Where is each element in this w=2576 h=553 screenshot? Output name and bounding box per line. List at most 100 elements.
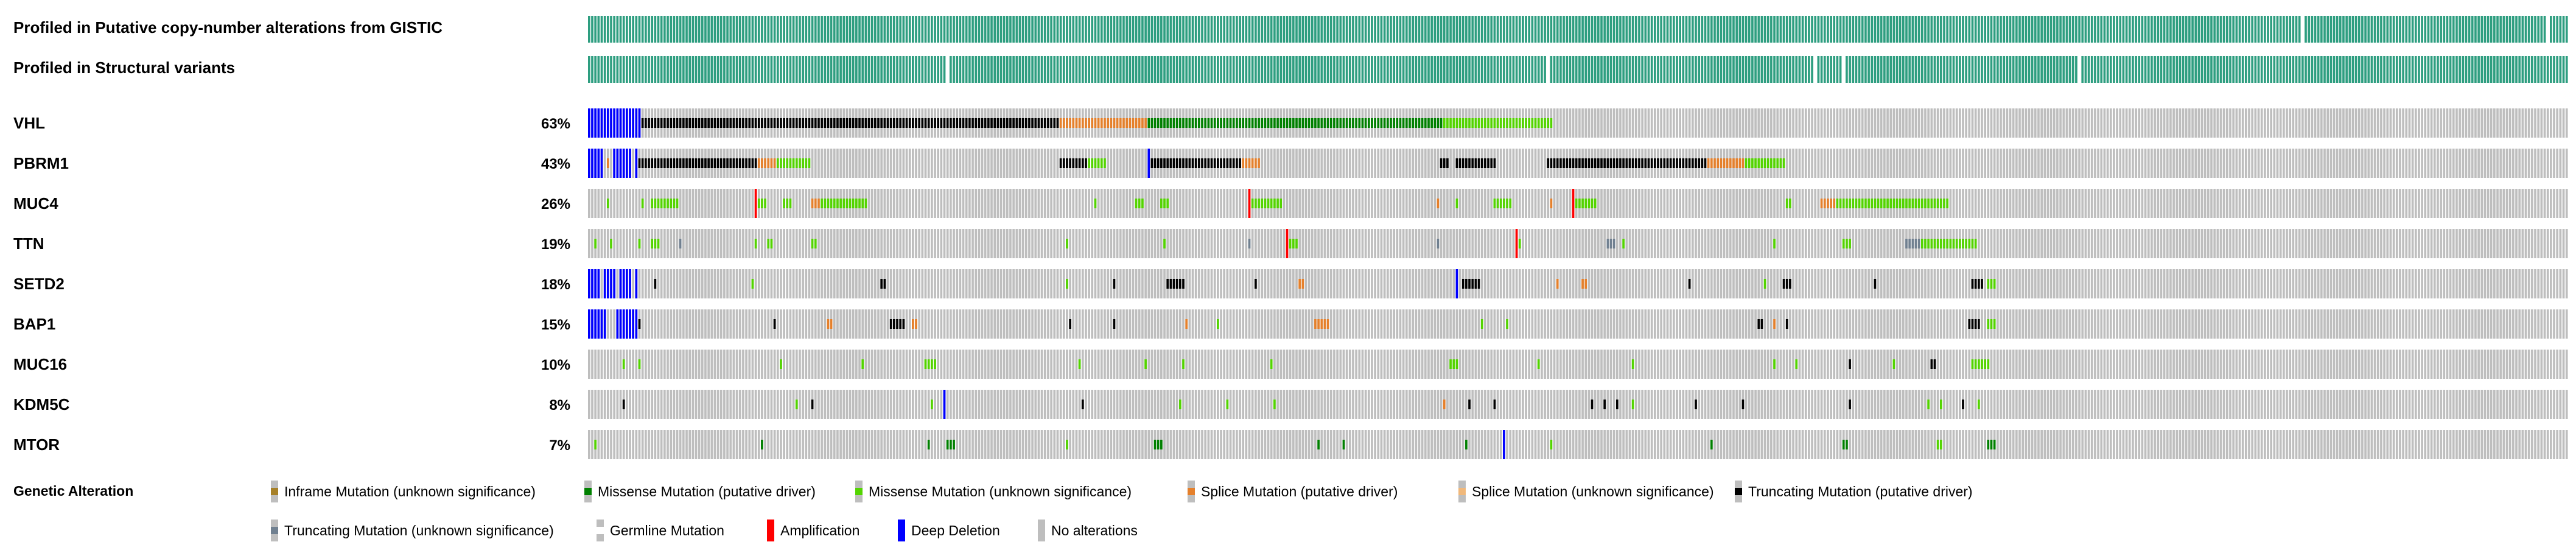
cell-background	[1927, 149, 1930, 178]
alteration-splice_driver	[1833, 199, 1836, 208]
profiled-cell	[1119, 56, 1122, 83]
alteration-trunc_driver	[1188, 158, 1191, 168]
oncoprint-chart: Profiled in Putative copy-number alterat…	[13, 16, 2568, 459]
cell-background	[2222, 149, 2225, 178]
cell-background	[745, 229, 747, 258]
cell-background	[839, 269, 842, 298]
profiled-cell	[1726, 16, 1729, 43]
cell-background	[710, 229, 713, 258]
cell-background	[1902, 269, 1905, 298]
profiled-cell	[1258, 16, 1260, 43]
cell-background	[1314, 229, 1317, 258]
profiled-cell	[908, 16, 911, 43]
alteration-splice_driver	[1062, 118, 1065, 128]
cell-background	[1009, 149, 1012, 178]
cell-background	[2314, 149, 2317, 178]
profiled-cell	[1317, 16, 1320, 43]
profiled-cell	[1622, 16, 1625, 43]
cell-background	[1795, 149, 1798, 178]
cell-background	[1236, 189, 1238, 218]
cell-background	[1125, 149, 1128, 178]
profiled-cell	[2512, 56, 2515, 83]
cell-background	[2524, 189, 2527, 218]
profiled-cell	[1641, 56, 1644, 83]
profiled-cell	[1757, 56, 1760, 83]
profiled-cell	[619, 16, 622, 43]
alteration-deep_deletion	[597, 149, 600, 178]
profiled-cell	[2446, 16, 2449, 43]
alteration-splice_driver	[1735, 158, 1738, 168]
cell-background	[1522, 269, 1524, 298]
cell-background	[867, 189, 870, 218]
profiled-cell	[663, 16, 666, 43]
cell-background	[999, 149, 1003, 178]
profiled-cell	[1245, 56, 1248, 83]
alteration-missense_driver	[1421, 118, 1424, 128]
cell-background	[1329, 149, 1332, 178]
cell-background	[2015, 149, 2018, 178]
cell-background	[1367, 269, 1370, 298]
cell-background	[1955, 108, 1958, 138]
profiled-cell	[2128, 16, 2131, 43]
cell-background	[1119, 269, 1122, 298]
cell-background	[1795, 189, 1798, 218]
profiled-cell	[1100, 56, 1103, 83]
cell-background	[971, 189, 974, 218]
profiled-cell	[654, 16, 657, 43]
cell-background	[1201, 229, 1203, 258]
profiled-cell	[2122, 56, 2125, 83]
alteration-trunc_driver	[1584, 158, 1587, 168]
profiled-cell	[1914, 56, 1917, 83]
profiled-cell	[1770, 16, 1773, 43]
cell-background	[2389, 108, 2392, 138]
cell-background	[2433, 108, 2436, 138]
alteration-missense_unknown	[1518, 239, 1521, 248]
alteration-missense_unknown	[767, 239, 770, 248]
cell-background	[1808, 189, 1810, 218]
profiled-cell	[1078, 16, 1081, 43]
cell-background	[1047, 229, 1049, 258]
cell-background	[1301, 229, 1304, 258]
profiled-cell	[2157, 56, 2160, 83]
alteration-trunc_driver	[971, 118, 974, 128]
profiled-cell	[2235, 16, 2238, 43]
profiled-cell	[2311, 56, 2314, 83]
profiled-cell	[1936, 56, 1939, 83]
profiled-cell	[780, 16, 782, 43]
cell-background	[2499, 149, 2502, 178]
profiled-cell	[2172, 56, 2175, 83]
alteration-trunc_driver	[710, 118, 713, 128]
profiled-cell	[1295, 16, 1298, 43]
alteration-missense_unknown	[1839, 199, 1842, 208]
cell-background	[2411, 229, 2414, 258]
cell-background	[1371, 189, 1373, 218]
cell-background	[1899, 108, 1902, 138]
profiled-cell	[927, 16, 930, 43]
profiled-cell	[742, 16, 744, 43]
profiled-cell	[956, 16, 959, 43]
profiled-cell	[1968, 56, 1971, 83]
cell-background	[1650, 108, 1653, 138]
cell-background	[1390, 269, 1392, 298]
cell-background	[1188, 189, 1191, 218]
cell-background	[1175, 229, 1178, 258]
alteration-missense_driver	[1433, 118, 1437, 128]
alteration-splice_driver	[1298, 279, 1301, 289]
cell-background	[899, 269, 902, 298]
profiled-cell	[2483, 16, 2487, 43]
cell-background	[1166, 229, 1169, 258]
cell-background	[2471, 108, 2474, 138]
cell-background	[2135, 149, 2137, 178]
cell-background	[2009, 149, 2012, 178]
profiled-cell	[827, 56, 830, 83]
cell-background	[2459, 229, 2461, 258]
profiled-cell	[1163, 56, 1166, 83]
cell-background	[2405, 108, 2408, 138]
profiled-cell	[1525, 16, 1527, 43]
profiled-cell	[1320, 16, 1323, 43]
alteration-missense_unknown	[1496, 199, 1499, 208]
profiled-cell	[1153, 56, 1157, 83]
profiled-cell	[1059, 16, 1062, 43]
profiled-cell	[1113, 16, 1116, 43]
alteration-missense_unknown	[1578, 199, 1581, 208]
